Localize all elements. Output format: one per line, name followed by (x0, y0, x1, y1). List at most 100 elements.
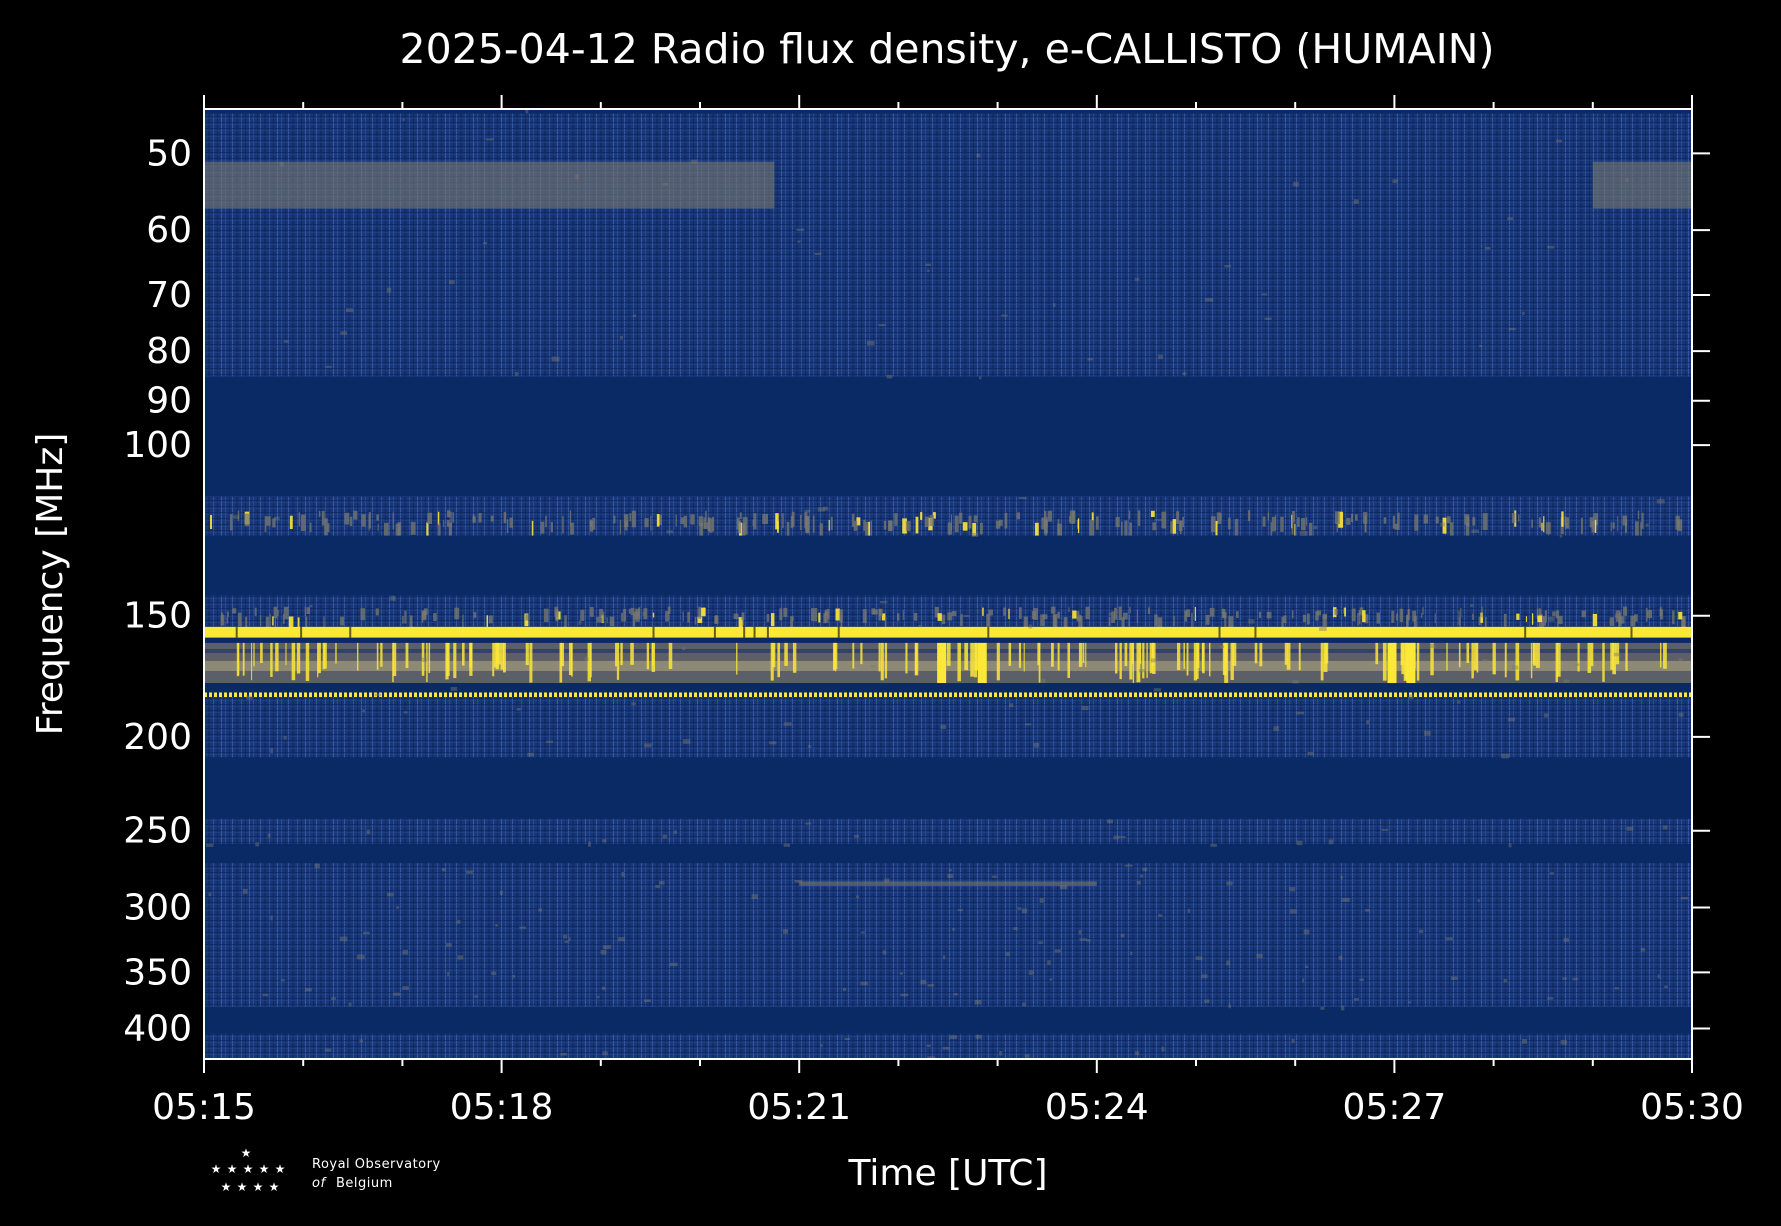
heatmap-dot (604, 692, 607, 698)
heatmap-speckle (1342, 898, 1350, 902)
x-tick-label: 05:24 (1045, 1087, 1149, 1128)
heatmap-dot (1354, 692, 1357, 698)
heatmap-spike (1069, 516, 1072, 523)
heatmap-spike (962, 522, 968, 531)
heatmap-spike (1407, 608, 1410, 621)
heatmap-speckle (1195, 956, 1203, 960)
heatmap-speckle (1018, 497, 1027, 500)
heatmap-spike (277, 610, 279, 617)
x-tick-label: 05:27 (1343, 1087, 1447, 1128)
heatmap-dot (1149, 692, 1152, 698)
heatmap-spike (881, 613, 886, 621)
heatmap-dot (1294, 692, 1297, 698)
heatmap-spike (819, 523, 823, 538)
heatmap-spike (1394, 523, 1398, 530)
heatmap-speckle (1118, 835, 1126, 839)
heatmap-spike (1205, 614, 1210, 625)
heatmap-dot (934, 692, 937, 698)
heatmap-spike (531, 520, 534, 537)
heatmap-speckle (356, 954, 365, 960)
heatmap-spike (1154, 614, 1158, 627)
heatmap-gap (766, 626, 769, 638)
heatmap-spike (1077, 519, 1079, 529)
heatmap-speckle (485, 138, 494, 141)
heatmap-spike (878, 608, 883, 616)
heatmap-spike (1406, 615, 1409, 625)
heatmap-dot (584, 692, 587, 698)
heatmap-dot (1644, 692, 1647, 698)
heatmap-dot (334, 692, 337, 698)
heatmap-dot (1634, 692, 1637, 698)
heatmap-dot (429, 692, 432, 698)
heatmap-burst (784, 642, 788, 666)
heatmap-spike (1297, 517, 1300, 527)
heatmap-burst (1051, 642, 1054, 667)
heatmap-gap (300, 626, 303, 638)
heatmap-spike (851, 513, 855, 527)
heatmap-spike (490, 515, 494, 522)
heatmap-spike (1063, 617, 1068, 631)
heatmap-spike (739, 512, 742, 520)
heatmap-spike (1248, 510, 1251, 521)
heatmap-dot (854, 692, 857, 698)
heatmap-spike (973, 515, 978, 522)
heatmap-spike (613, 515, 616, 524)
heatmap-spike (274, 616, 276, 631)
heatmap-burst (296, 642, 301, 674)
heatmap-speckle (949, 1035, 958, 1039)
heatmap-spike (705, 510, 707, 522)
heatmap-dot (1054, 692, 1057, 698)
heatmap-dot (1314, 692, 1317, 698)
heatmap-spike (1422, 607, 1424, 615)
heatmap-dot (264, 692, 267, 698)
heatmap-speckle (1226, 960, 1231, 966)
heatmap-dot (1049, 692, 1052, 698)
heatmap-speckle (1507, 217, 1514, 221)
heatmap-burst (832, 642, 836, 671)
heatmap-dot (1224, 692, 1227, 698)
heatmap-speckle (527, 752, 534, 757)
heatmap-spike (1040, 614, 1045, 626)
heatmap-burst (1536, 642, 1540, 668)
heatmap-speckle (564, 940, 569, 943)
heatmap-dot (494, 692, 497, 698)
heatmap-dot (244, 692, 247, 698)
heatmap-dot (1419, 692, 1422, 698)
heatmap-spike (1362, 610, 1366, 623)
heatmap-dot (1679, 692, 1682, 698)
heatmap-spike (273, 606, 278, 619)
heatmap-spike (564, 615, 567, 629)
heatmap-dot (1454, 692, 1457, 698)
heatmap-spike (1630, 615, 1636, 627)
heatmap-dot (559, 692, 562, 698)
heatmap-spike (883, 520, 887, 530)
heatmap-burst (974, 642, 979, 671)
heatmap-speckle (551, 356, 560, 362)
heatmap-dot (1319, 692, 1322, 698)
heatmap-spike (1300, 518, 1306, 531)
heatmap-spike (562, 516, 564, 534)
heatmap-speckle (1354, 998, 1359, 1001)
heatmap-dot (959, 692, 962, 698)
heatmap-dot (999, 692, 1002, 698)
heatmap-burst (253, 642, 255, 667)
heatmap-dot (1069, 692, 1072, 698)
heatmap-dot (424, 692, 427, 698)
heatmap-spike (409, 615, 413, 629)
heatmap-dot (974, 692, 977, 698)
heatmap-burst (1202, 642, 1205, 674)
heatmap-spike (657, 514, 662, 526)
heatmap-speckle (1024, 1054, 1030, 1058)
heatmap-burst (426, 642, 428, 682)
heatmap-dot (1259, 692, 1262, 698)
heatmap-spike (1659, 608, 1662, 616)
heatmap-spike (447, 510, 451, 518)
heatmap-speckle (1107, 819, 1114, 824)
heatmap-spike (733, 613, 739, 620)
heatmap-band-14 (204, 863, 1692, 1007)
heatmap-dot (724, 692, 727, 698)
heatmap-speckle (1021, 908, 1028, 914)
heatmap-dot (1574, 692, 1577, 698)
heatmap-spike (1610, 522, 1612, 532)
heatmap-spike (650, 515, 652, 531)
